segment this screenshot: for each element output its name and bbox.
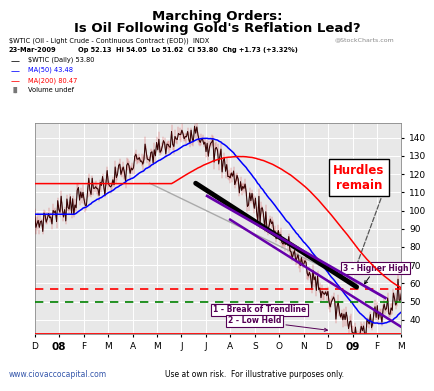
Text: $WTIC (Daily) 53.80: $WTIC (Daily) 53.80 — [28, 57, 95, 63]
Text: @StockCharts.com: @StockCharts.com — [334, 37, 394, 42]
Text: 3 - Higher High: 3 - Higher High — [343, 264, 408, 284]
Text: 23-Mar-2009: 23-Mar-2009 — [9, 47, 56, 53]
Text: Use at own risk.  For illustrative purposes only.: Use at own risk. For illustrative purpos… — [165, 370, 344, 379]
Text: —: — — [11, 67, 20, 76]
Text: Op 52.13  Hi 54.05  Lo 51.62  Cl 53.80  Chg +1.73 (+3.32%): Op 52.13 Hi 54.05 Lo 51.62 Cl 53.80 Chg … — [78, 47, 298, 53]
Text: MA(200) 80.47: MA(200) 80.47 — [28, 77, 78, 84]
Text: Is Oil Following Gold's Reflation Lead?: Is Oil Following Gold's Reflation Lead? — [74, 22, 360, 34]
Text: www.ciovaccocapital.com: www.ciovaccocapital.com — [9, 370, 107, 379]
Text: Volume undef: Volume undef — [28, 87, 74, 93]
Text: ▐▌: ▐▌ — [11, 87, 20, 93]
Text: —: — — [11, 57, 20, 66]
Text: —: — — [11, 77, 20, 86]
Text: 1 - Break of Trendline: 1 - Break of Trendline — [213, 305, 306, 314]
Text: Marching Orders:: Marching Orders: — [152, 10, 282, 23]
Text: $WTIC (Oil - Light Crude - Continuous Contract (EOD))  INDX: $WTIC (Oil - Light Crude - Continuous Co… — [9, 37, 209, 44]
Text: 2 - Low Held: 2 - Low Held — [228, 316, 328, 331]
Text: MA(50) 43.48: MA(50) 43.48 — [28, 67, 73, 74]
Text: Hurdles
remain: Hurdles remain — [333, 164, 385, 192]
